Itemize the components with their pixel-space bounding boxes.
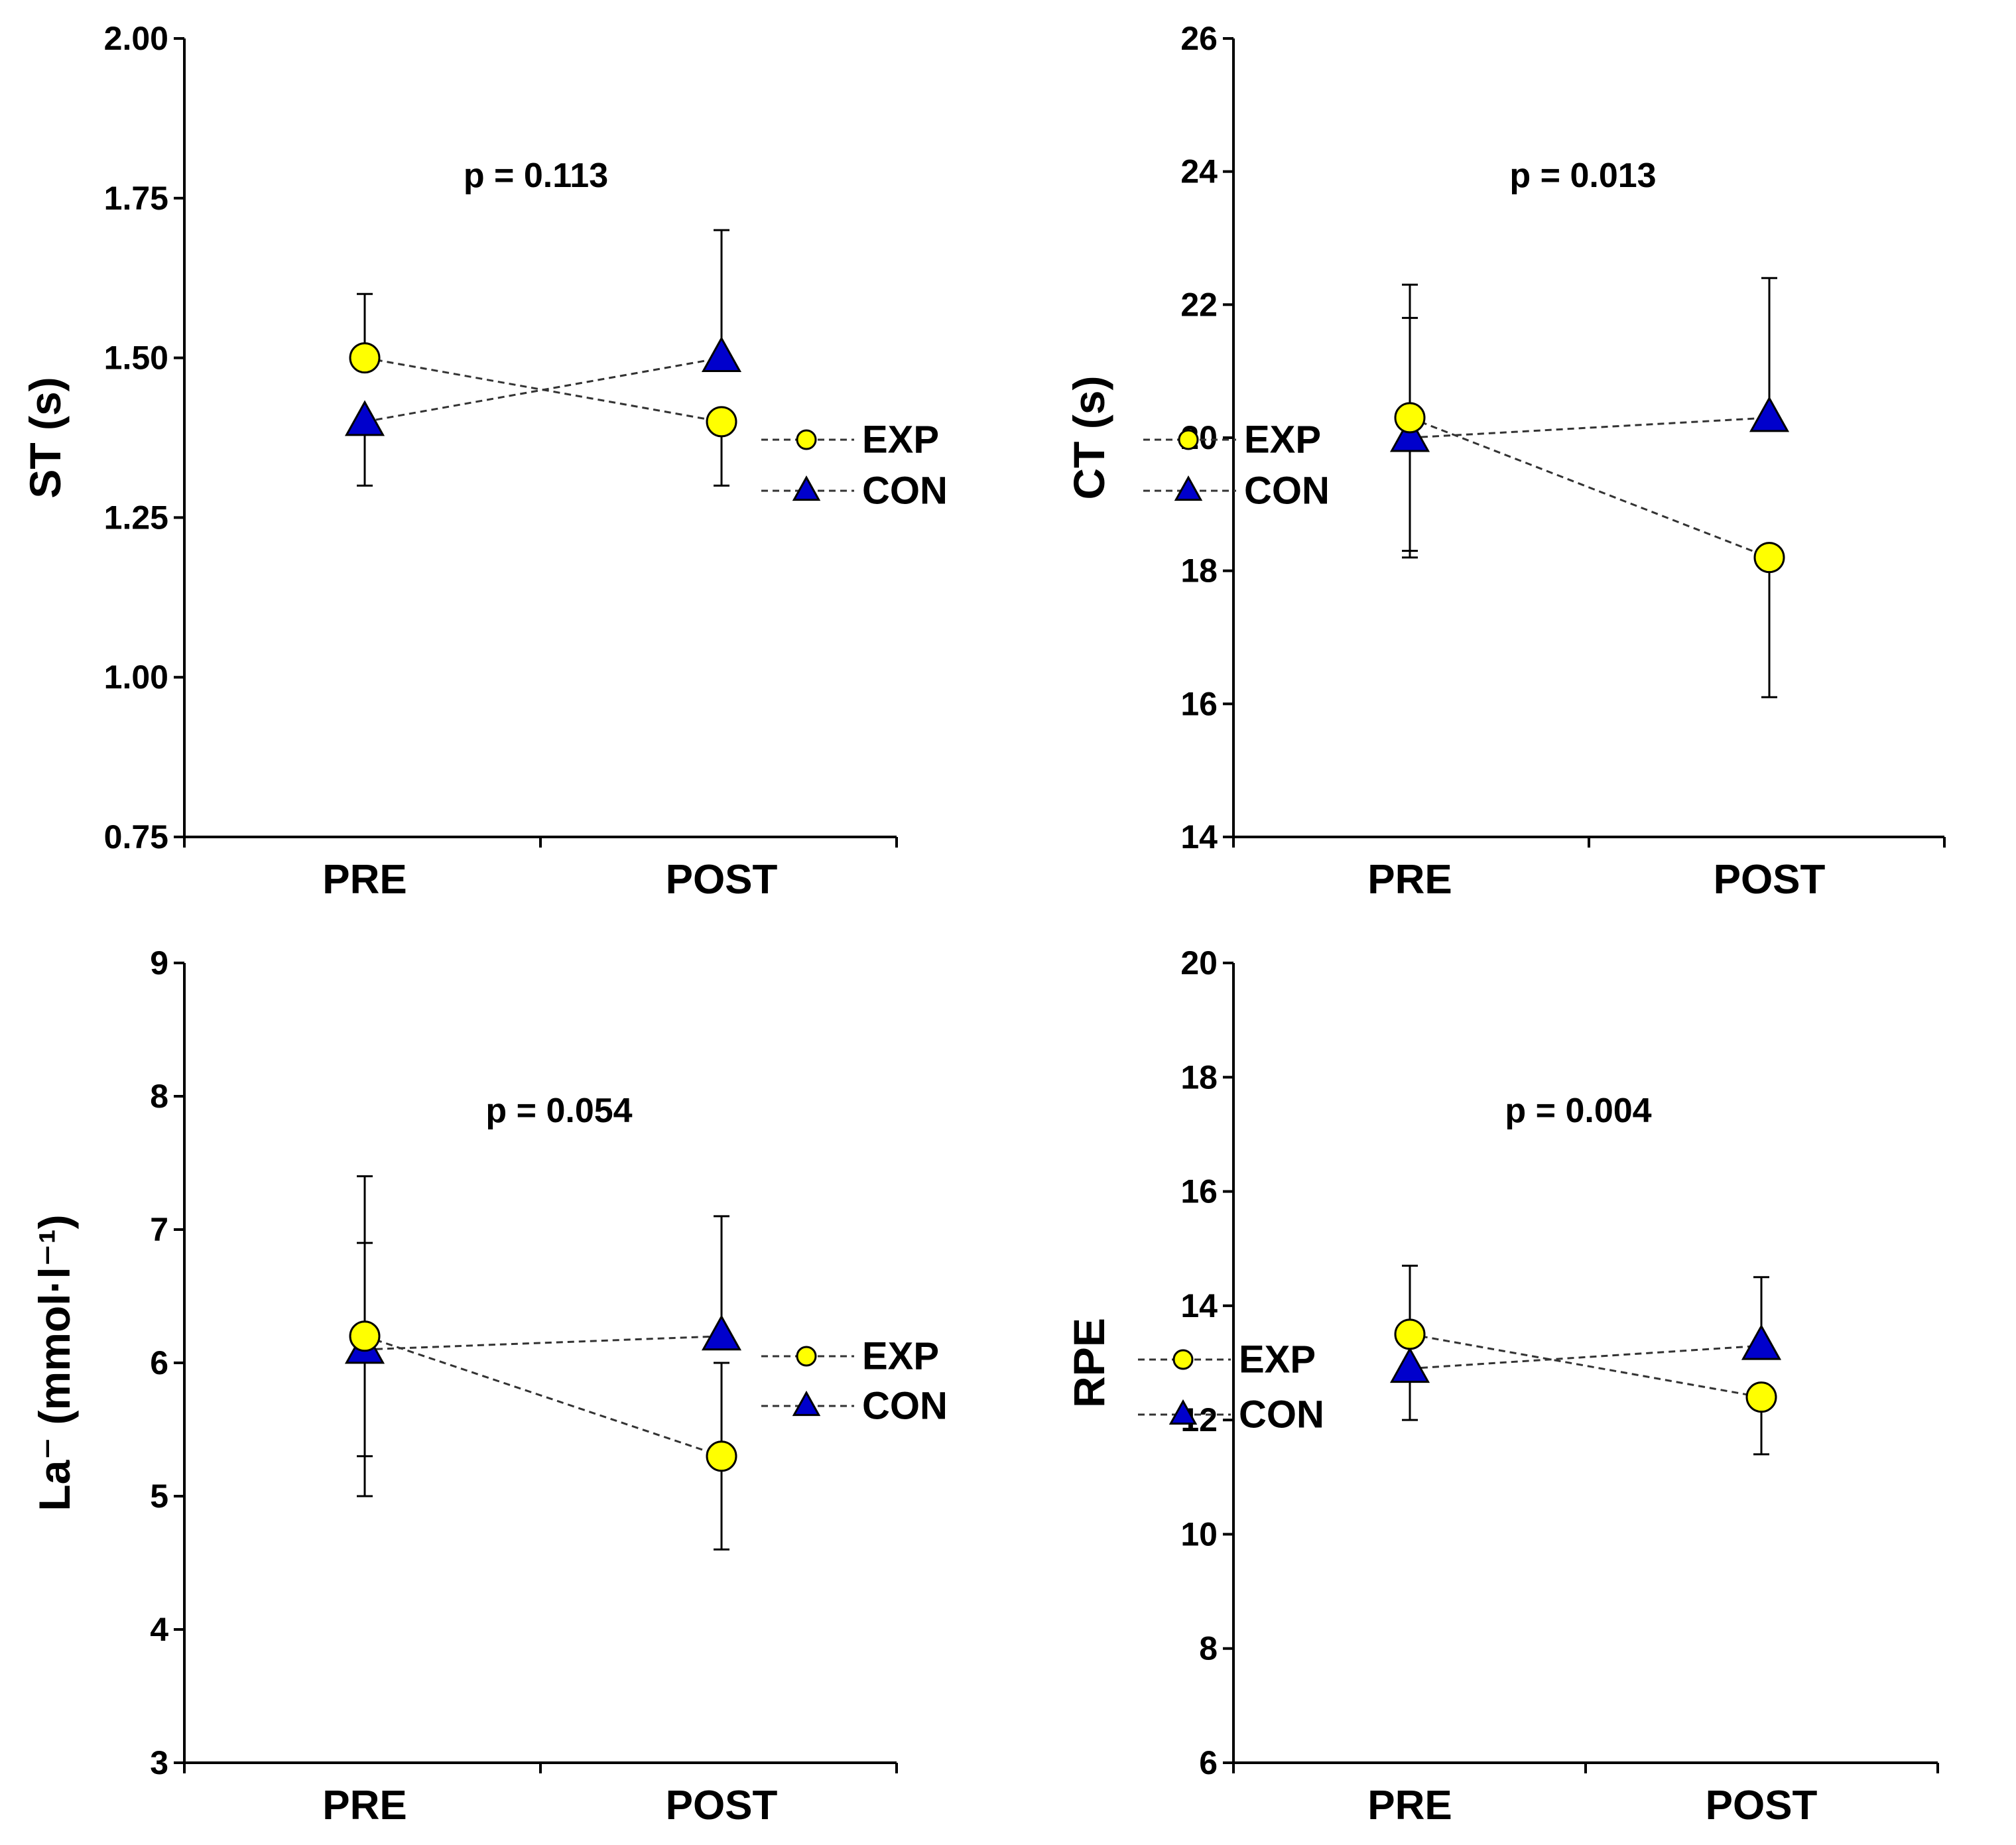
p-value-annotation: p = 0.113: [464, 157, 608, 195]
connector-exp: [364, 1335, 722, 1458]
data-point-exp-pre: [349, 342, 381, 374]
legend-marker-exp: [796, 1346, 817, 1367]
legend-marker-con: [1174, 475, 1203, 501]
legend-marker-exp: [1178, 429, 1199, 450]
legend-label-con: CON: [862, 470, 948, 513]
y-tick-label: 1.50: [104, 340, 168, 377]
legend-label-exp: EXP: [862, 1335, 939, 1378]
y-tick-label: 1.25: [104, 499, 168, 536]
y-tick-label: 3: [150, 1744, 168, 1781]
x-tick-label-pre: PRE: [322, 1783, 407, 1828]
data-point-exp-pre: [349, 1320, 381, 1352]
y-tick-label: 6: [150, 1344, 168, 1381]
data-point-con-post: [701, 1314, 742, 1351]
y-tick-label: 1.75: [104, 180, 168, 217]
legend-marker-con: [1168, 1399, 1198, 1425]
y-axis-title: CT (s): [1064, 376, 1113, 500]
legend-label-con: CON: [1239, 1393, 1324, 1436]
y-tick-label: 1.00: [104, 659, 168, 696]
x-tick-label-pre: PRE: [1367, 1783, 1452, 1828]
y-tick-label: 10: [1180, 1515, 1218, 1553]
legend-marker-con: [792, 475, 821, 501]
p-value-annotation: p = 0.054: [485, 1092, 632, 1130]
x-tick-label-pre: PRE: [322, 857, 407, 903]
y-tick-label: 6: [1199, 1744, 1218, 1781]
y-tick-label: 5: [150, 1478, 168, 1515]
connector-con: [1409, 416, 1770, 439]
data-point-con-pre: [1389, 1347, 1430, 1383]
p-value-annotation: p = 0.004: [1505, 1092, 1651, 1130]
data-point-exp-post: [706, 1440, 737, 1472]
legend-label-exp: EXP: [862, 418, 939, 462]
y-axis-title: RPE: [1064, 1318, 1113, 1408]
data-point-exp-post: [1753, 542, 1785, 574]
p-value-annotation: p = 0.013: [1509, 157, 1656, 195]
legend-label-con: CON: [862, 1385, 948, 1428]
legend-marker-exp: [1172, 1349, 1194, 1370]
y-tick-label: 14: [1180, 818, 1218, 856]
x-tick-label-post: POST: [1706, 1783, 1818, 1828]
connector-con: [1409, 1344, 1762, 1370]
y-tick-label: 18: [1180, 1058, 1218, 1096]
y-tick-label: 20: [1180, 944, 1218, 982]
data-point-con-post: [1749, 396, 1790, 432]
legend-marker-con: [792, 1390, 821, 1417]
data-point-con-pre: [1389, 416, 1430, 452]
legend: EXP CON: [1143, 418, 1330, 513]
y-tick-label: 4: [150, 1611, 168, 1648]
data-point-exp-pre: [1394, 1318, 1426, 1350]
y-tick-label: 14: [1180, 1287, 1218, 1324]
y-tick-label: 16: [1180, 685, 1218, 722]
legend: EXP CON: [761, 418, 948, 513]
x-tick-label-post: POST: [1714, 857, 1826, 903]
connector-exp: [1409, 1333, 1762, 1399]
legend-label-con: CON: [1244, 470, 1330, 513]
data-point-con-pre: [344, 400, 385, 436]
y-tick-label: 22: [1180, 286, 1218, 323]
y-tick-label: 2.00: [104, 20, 168, 57]
y-tick-label: 9: [150, 944, 168, 982]
y-tick-label: 8: [150, 1078, 168, 1115]
connector-con: [364, 357, 722, 423]
y-axis-title: ST (s): [21, 377, 70, 498]
x-tick-label-post: POST: [666, 857, 778, 903]
y-tick-label: 24: [1180, 153, 1218, 190]
legend-label-exp: EXP: [1244, 418, 1321, 462]
data-point-con-post: [1741, 1324, 1782, 1360]
y-axis-title: La⁻ (mmol·l⁻¹): [30, 1214, 79, 1511]
chart-panel-bottom-left: 3 4 5 6 7 8 9 PRE POST La⁻ (mmol·l⁻¹) p = 0.054 EXP…: [30, 944, 948, 1828]
data-point-exp-post: [706, 406, 737, 438]
connector-con: [364, 1335, 722, 1351]
y-tick-label: 7: [150, 1211, 168, 1248]
y-tick-label: 26: [1180, 20, 1218, 57]
y-tick-label: 0.75: [104, 818, 168, 856]
chart-panel-top-left: 0.75 1.00 1.25 1.50 1.75 2.00 PRE POST ST (s) p =…: [21, 20, 948, 903]
data-point-exp-post: [1745, 1381, 1777, 1413]
x-tick-label-post: POST: [666, 1783, 778, 1828]
legend-label-exp: EXP: [1239, 1338, 1316, 1381]
y-tick-label: 8: [1199, 1630, 1218, 1667]
legend-marker-exp: [796, 429, 817, 450]
legend: EXP CON: [761, 1335, 948, 1428]
legend: EXP CON: [1138, 1338, 1324, 1436]
data-point-exp-pre: [1394, 402, 1426, 434]
x-tick-label-pre: PRE: [1367, 857, 1452, 903]
connector-exp: [1409, 416, 1770, 558]
y-tick-label: 16: [1180, 1173, 1218, 1210]
data-point-con-post: [701, 336, 742, 373]
y-tick-label: 18: [1180, 552, 1218, 590]
